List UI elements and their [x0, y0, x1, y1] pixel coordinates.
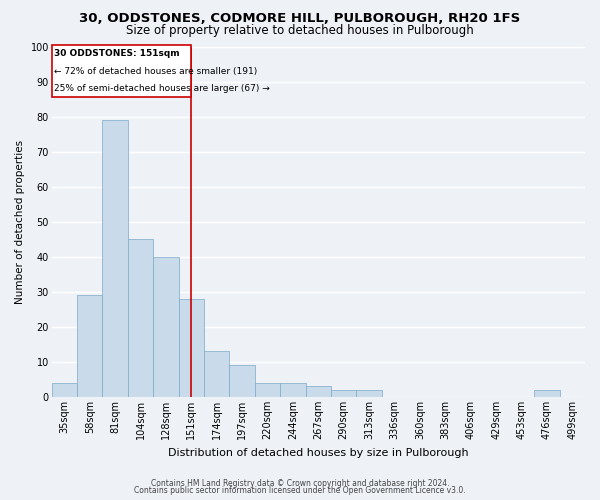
Bar: [255, 383, 280, 397]
Text: 30 ODDSTONES: 151sqm: 30 ODDSTONES: 151sqm: [54, 49, 180, 58]
Bar: [356, 390, 382, 397]
Text: ← 72% of detached houses are smaller (191): ← 72% of detached houses are smaller (19…: [54, 66, 257, 76]
Text: Contains public sector information licensed under the Open Government Licence v3: Contains public sector information licen…: [134, 486, 466, 495]
Bar: [77, 296, 103, 397]
Text: Contains HM Land Registry data © Crown copyright and database right 2024.: Contains HM Land Registry data © Crown c…: [151, 478, 449, 488]
Text: 25% of semi-detached houses are larger (67) →: 25% of semi-detached houses are larger (…: [54, 84, 270, 93]
X-axis label: Distribution of detached houses by size in Pulborough: Distribution of detached houses by size …: [168, 448, 469, 458]
Bar: [534, 390, 560, 397]
Bar: [153, 257, 179, 397]
FancyBboxPatch shape: [52, 44, 191, 98]
Bar: [204, 352, 229, 397]
Bar: [229, 366, 255, 397]
Bar: [280, 383, 305, 397]
Bar: [52, 383, 77, 397]
Text: 30, ODDSTONES, CODMORE HILL, PULBOROUGH, RH20 1FS: 30, ODDSTONES, CODMORE HILL, PULBOROUGH,…: [79, 12, 521, 26]
Bar: [305, 386, 331, 397]
Bar: [331, 390, 356, 397]
Y-axis label: Number of detached properties: Number of detached properties: [15, 140, 25, 304]
Bar: [103, 120, 128, 397]
Text: Size of property relative to detached houses in Pulborough: Size of property relative to detached ho…: [126, 24, 474, 37]
Bar: [128, 240, 153, 397]
Bar: [179, 299, 204, 397]
